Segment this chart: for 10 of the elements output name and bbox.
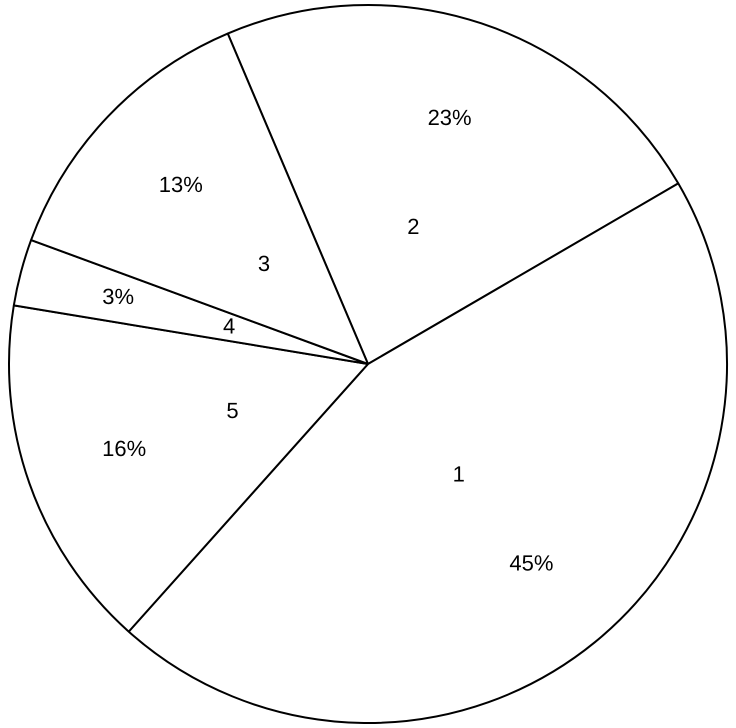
slice-label: 2 <box>407 214 420 239</box>
data-label: 3% <box>102 284 134 310</box>
data-label: 13% <box>158 172 203 197</box>
data-label: 16% <box>102 436 146 461</box>
slice-label: 1 <box>452 461 465 486</box>
data-label: 45% <box>509 550 554 576</box>
slice-label: 4 <box>223 313 236 338</box>
data-label: 23% <box>428 104 472 130</box>
slice-label: 3 <box>258 251 270 276</box>
slice-label: 5 <box>226 398 239 423</box>
